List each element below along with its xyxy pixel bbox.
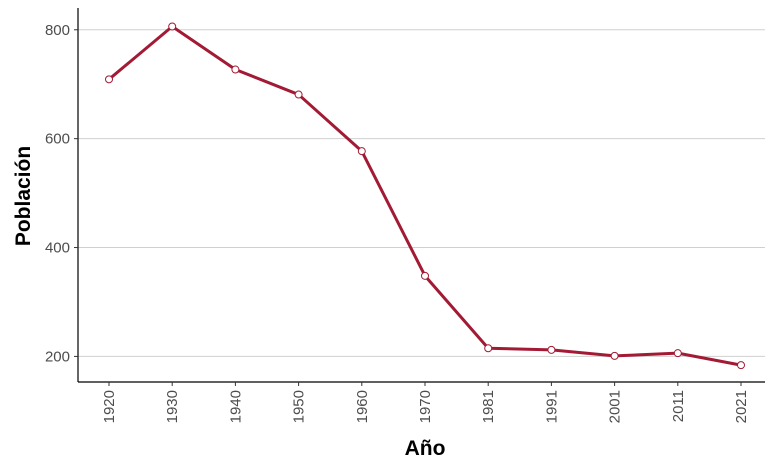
- x-tick-label-9: 2011: [670, 390, 687, 422]
- y-tick-label-0: 200: [45, 348, 70, 365]
- data-point-2001: [610, 351, 619, 360]
- data-point-2021: [737, 361, 745, 370]
- x-tick-label-3: 1950: [291, 390, 308, 423]
- x-tick-label-4: 1960: [354, 390, 371, 423]
- series: [105, 22, 745, 370]
- x-tick-label-10: 2021: [733, 390, 750, 423]
- y-tick-label-1: 400: [45, 240, 70, 257]
- x-tick-label-7: 1991: [543, 390, 560, 423]
- data-point-2011: [673, 349, 682, 358]
- data-point-1920: [105, 75, 113, 84]
- y-axis-ticks: 200 400 600 800: [45, 22, 78, 365]
- data-point-1930: [168, 22, 177, 31]
- y-tick-label-3: 800: [45, 22, 70, 39]
- series-line-0: [108, 25, 742, 367]
- axes: [77, 8, 765, 383]
- gridlines: [78, 29, 765, 357]
- data-point-1960: [357, 147, 366, 156]
- x-tick-label-6: 1981: [480, 390, 497, 423]
- x-tick-label-5: 1970: [417, 390, 434, 423]
- x-tick-label-1: 1930: [164, 390, 181, 423]
- y-tick-label-2: 600: [45, 131, 70, 148]
- x-tick-label-0: 1920: [101, 390, 118, 423]
- data-point-1981: [484, 344, 493, 353]
- x-axis-title: Año: [405, 437, 446, 457]
- y-axis-title: Población: [12, 146, 35, 246]
- x-tick-label-8: 2001: [607, 390, 624, 423]
- x-tick-label-2: 1940: [227, 390, 244, 423]
- x-axis-ticks: 1920 1930 1940 1950 1960 1970 1981 1991 2001 2011…: [101, 382, 750, 423]
- data-point-1970: [421, 271, 429, 280]
- data-point-1991: [547, 345, 556, 354]
- data-point-1950: [294, 90, 303, 99]
- data-point-1940: [231, 65, 240, 74]
